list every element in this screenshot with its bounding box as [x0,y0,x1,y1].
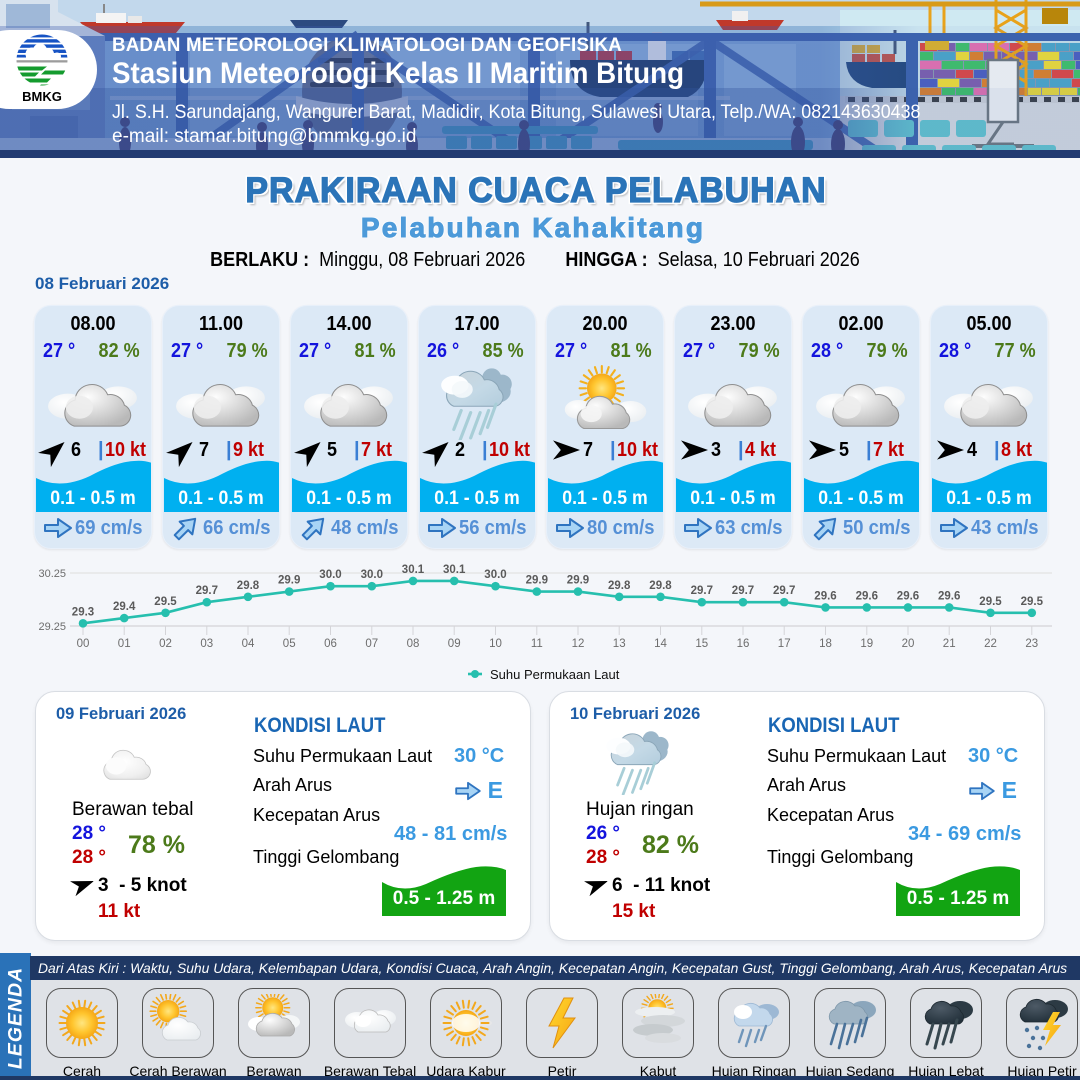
svg-text:08: 08 [407,638,420,650]
svg-text:30.0: 30.0 [361,569,383,581]
svg-text:29.9: 29.9 [526,575,548,587]
svg-text:29.6: 29.6 [938,590,960,602]
svg-text:00: 00 [77,638,90,650]
svg-text:30.0: 30.0 [484,569,506,581]
svg-text:18: 18 [819,638,832,650]
svg-text:30.0: 30.0 [319,569,341,581]
svg-text:01: 01 [118,638,131,650]
svg-text:12: 12 [572,638,585,650]
svg-text:21: 21 [943,638,956,650]
svg-text:13: 13 [613,638,626,650]
svg-text:29.6: 29.6 [856,590,878,602]
svg-text:06: 06 [324,638,337,650]
svg-text:02: 02 [159,638,172,650]
svg-text:29.5: 29.5 [979,596,1002,608]
svg-text:29.6: 29.6 [897,590,919,602]
svg-text:14: 14 [654,638,667,650]
svg-text:05: 05 [283,638,296,650]
svg-text:29.5: 29.5 [1021,596,1044,608]
svg-text:30.1: 30.1 [402,564,425,576]
svg-text:19: 19 [860,638,873,650]
svg-text:29.4: 29.4 [113,601,136,613]
svg-text:07: 07 [365,638,378,650]
svg-text:30.25: 30.25 [38,568,66,580]
svg-text:15: 15 [695,638,708,650]
svg-text:10: 10 [489,638,502,650]
svg-text:04: 04 [242,638,255,650]
svg-text:09: 09 [448,638,461,650]
svg-text:20: 20 [902,638,915,650]
svg-text:29.9: 29.9 [567,575,589,587]
svg-text:29.3: 29.3 [72,606,94,618]
svg-text:29.7: 29.7 [773,585,795,597]
svg-text:03: 03 [200,638,213,650]
svg-text:29.8: 29.8 [608,580,631,592]
svg-text:30.1: 30.1 [443,564,466,576]
svg-text:BMKG: BMKG [22,89,62,104]
svg-text:29.8: 29.8 [649,580,672,592]
svg-text:29.9: 29.9 [278,575,300,587]
svg-text:29.5: 29.5 [154,596,177,608]
svg-text:29.25: 29.25 [38,621,66,633]
svg-text:22: 22 [984,638,997,650]
svg-text:29.7: 29.7 [691,585,713,597]
svg-text:29.7: 29.7 [732,585,754,597]
svg-text:23: 23 [1025,638,1038,650]
svg-text:29.7: 29.7 [196,585,218,597]
svg-text:29.6: 29.6 [814,590,836,602]
svg-text:29.8: 29.8 [237,580,260,592]
svg-text:Suhu Permukaan Laut: Suhu Permukaan Laut [490,667,620,682]
svg-text:17: 17 [778,638,791,650]
svg-text:16: 16 [737,638,750,650]
svg-text:11: 11 [531,638,543,650]
